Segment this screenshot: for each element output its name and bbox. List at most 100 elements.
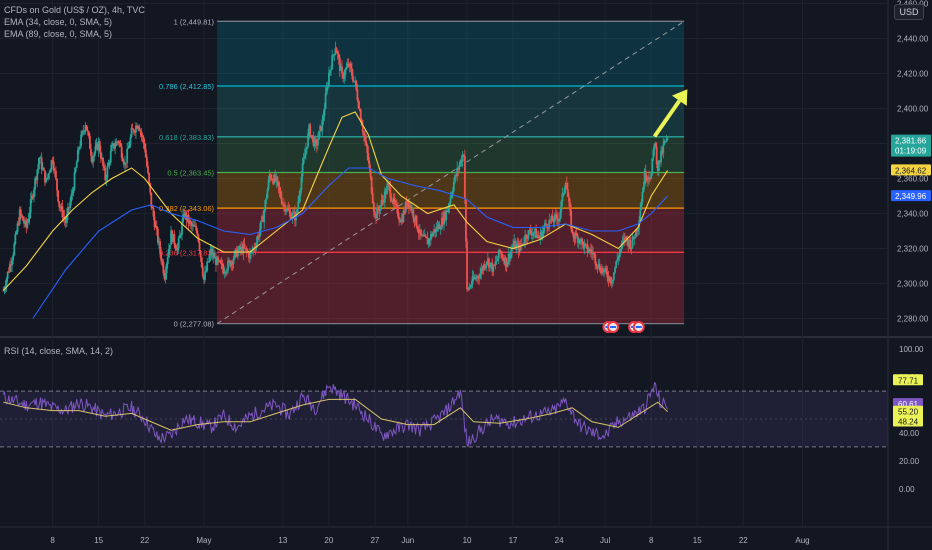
candle-body: [345, 67, 348, 70]
candle-body: [31, 195, 34, 198]
candle-body: [416, 227, 419, 232]
candle-body: [617, 257, 620, 260]
candle-body: [548, 219, 551, 228]
candle-body: [552, 221, 555, 223]
candle-body: [634, 229, 637, 238]
candle-body: [597, 263, 600, 268]
candle-body: [79, 145, 81, 149]
candle-body: [301, 163, 304, 177]
candle-body: [332, 55, 335, 56]
candle-body: [196, 230, 199, 235]
candle-body: [251, 250, 254, 252]
candle-body: [348, 63, 351, 66]
candle-body: [69, 201, 72, 209]
candle-body: [354, 80, 357, 82]
ema89-legend[interactable]: EMA (89, close, 0, SMA, 5): [4, 29, 113, 39]
candle-body: [628, 240, 631, 247]
rsi-value-label-bg: [893, 415, 923, 427]
rsi-legend-text: RSI (14, close, SMA, 14, 2): [4, 346, 114, 356]
candle-body: [147, 166, 149, 173]
candle-body: [406, 200, 409, 207]
candle-body: [598, 263, 601, 271]
candle-body: [550, 215, 553, 221]
candle-body: [276, 176, 279, 182]
candle-body: [126, 148, 129, 163]
candle-body: [497, 249, 500, 259]
candle-body: [72, 189, 75, 194]
candle-body: [527, 230, 530, 239]
candle-body: [205, 270, 208, 272]
candle-body: [215, 256, 217, 265]
candle-body: [573, 237, 576, 239]
currency-button[interactable]: USD: [894, 4, 924, 20]
candle-body: [73, 172, 76, 190]
candle-body: [402, 210, 405, 223]
candle-body: [230, 261, 233, 267]
candle-body: [415, 215, 418, 228]
candle-body: [241, 246, 244, 254]
candle-body: [127, 148, 130, 149]
candle-body: [326, 85, 329, 88]
candle-body: [417, 231, 420, 234]
candle-body: [254, 248, 257, 249]
candle-body: [361, 125, 364, 133]
candle-body: [117, 141, 120, 143]
candle-body: [187, 214, 190, 224]
candle-body: [423, 234, 426, 237]
candle-body: [663, 140, 666, 145]
candle-body: [347, 63, 350, 66]
candle-body: [135, 125, 137, 133]
candle-body: [545, 223, 547, 225]
candle-body: [14, 234, 17, 244]
candle-body: [330, 69, 332, 71]
candle-body: [110, 144, 113, 152]
candle-body: [471, 276, 474, 285]
rsi-legend[interactable]: RSI (14, close, SMA, 14, 2): [4, 345, 113, 357]
candle-body: [233, 251, 236, 259]
candle-body: [18, 209, 21, 225]
ema34-legend[interactable]: EMA (34, close, 0, SMA, 5): [4, 17, 113, 27]
candle-body: [249, 253, 251, 259]
candle-body: [652, 149, 655, 159]
candle-body: [30, 195, 33, 200]
rsi-tick-label: 100.00: [899, 345, 924, 354]
candle-body: [390, 197, 393, 201]
candle-body: [590, 249, 592, 252]
candle-body: [662, 144, 665, 154]
candle-body: [36, 169, 39, 181]
candle-body: [84, 125, 87, 131]
rsi-value-label-bg: [893, 374, 923, 386]
flag-stripe: [635, 326, 642, 328]
candle-body: [263, 210, 266, 223]
candle-body: [16, 223, 19, 233]
candle-body: [190, 223, 193, 226]
price-tick-label: 2,300.00: [897, 280, 929, 289]
candle-body: [119, 143, 122, 147]
candle-body: [92, 156, 95, 163]
rsi-band-fill: [0, 391, 888, 447]
candle-body: [478, 277, 480, 279]
candle-body: [106, 166, 109, 178]
candle-body: [81, 131, 84, 135]
candle-body: [511, 247, 513, 252]
candle-body: [212, 252, 215, 259]
candle-body: [603, 270, 605, 273]
candle-body: [376, 207, 379, 219]
candle-body: [654, 143, 657, 147]
candle-body: [514, 241, 517, 250]
candle-body: [349, 63, 352, 69]
candle-body: [151, 207, 154, 209]
candle-body: [565, 183, 568, 190]
price-label-bg: [891, 190, 931, 202]
candle-body: [518, 244, 521, 252]
candle-body: [165, 263, 168, 274]
candle-body: [223, 272, 226, 274]
candle-body: [166, 257, 169, 264]
candle-body: [107, 162, 110, 167]
candle-body: [185, 212, 188, 221]
candle-body: [584, 243, 587, 245]
candle-body: [656, 163, 659, 171]
symbol-title[interactable]: CFDs on Gold (US$ / OZ), 4h, TVC: [4, 5, 145, 15]
